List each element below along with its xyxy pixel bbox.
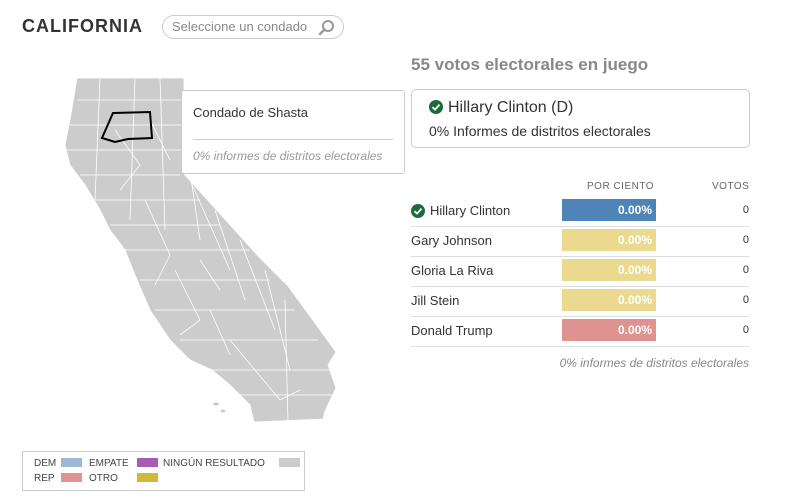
winner-name: Hillary Clinton (D) [448, 99, 574, 116]
column-header-percent: POR CIENTO [587, 181, 655, 192]
legend-rep-label: REP [34, 473, 55, 484]
percent-bar: 0.00% [562, 319, 656, 341]
legend-none-label: NINGÚN RESULTADO [163, 458, 265, 469]
channel-island-2 [220, 409, 226, 413]
percent-bar: 0.00% [562, 199, 656, 221]
county-search[interactable] [162, 15, 344, 39]
percent-bar: 0.00% [562, 259, 656, 281]
table-footer-reporting: 0% informes de distritos electorales [559, 356, 749, 370]
candidate-row: Donald Trump 0.00% 0 [411, 316, 749, 347]
votes-value: 0 [742, 294, 749, 306]
percent-value: 0.00% [617, 233, 652, 247]
candidate-row: Gary Johnson 0.00% 0 [411, 226, 749, 257]
legend-tie-swatch [137, 458, 158, 467]
county-tooltip: Condado de Shasta 0% informes de distrit… [181, 90, 405, 174]
tooltip-county-name: Condado de Shasta [193, 105, 308, 120]
candidate-name: Gloria La Riva [411, 263, 494, 278]
legend-other-label: OTRO [89, 473, 118, 484]
map-legend: DEM EMPATE NINGÚN RESULTADO REP OTRO [22, 451, 305, 491]
electoral-votes-heading: 55 votos electorales en juego [411, 55, 649, 74]
county-search-input[interactable] [172, 19, 312, 34]
candidate-name: Hillary Clinton [430, 203, 511, 218]
votes-value: 0 [742, 234, 749, 246]
candidate-name: Jill Stein [411, 293, 460, 308]
check-icon [411, 204, 425, 223]
votes-value: 0 [742, 324, 749, 336]
legend-none-swatch [279, 458, 300, 467]
votes-value: 0 [742, 204, 749, 216]
legend-tie-label: EMPATE [89, 458, 129, 469]
column-header-votes: VOTOS [712, 181, 750, 192]
shasta-county[interactable] [100, 110, 154, 144]
winner-reporting: 0% Informes de distritos electorales [429, 123, 651, 139]
legend-dem-label: DEM [34, 458, 57, 469]
winner-box: Hillary Clinton (D) 0% Informes de distr… [411, 89, 750, 148]
percent-value: 0.00% [617, 293, 652, 307]
channel-island-1 [213, 402, 219, 406]
check-icon [429, 100, 443, 119]
percent-bar: 0.00% [562, 229, 656, 251]
legend-dem-swatch [61, 458, 82, 467]
legend-rep-swatch [61, 473, 82, 482]
votes-value: 0 [742, 264, 749, 276]
state-title: CALIFORNIA [22, 16, 143, 36]
percent-bar: 0.00% [562, 289, 656, 311]
candidate-row: Hillary Clinton 0.00% 0 [411, 196, 749, 227]
percent-value: 0.00% [617, 263, 652, 277]
magnifier-icon[interactable] [318, 19, 335, 41]
california-map[interactable] [40, 70, 350, 425]
candidate-row: Jill Stein 0.00% 0 [411, 286, 749, 317]
candidate-name: Donald Trump [411, 323, 493, 338]
tooltip-divider [193, 139, 393, 140]
candidate-name: Gary Johnson [411, 233, 492, 248]
candidate-row: Gloria La Riva 0.00% 0 [411, 256, 749, 287]
percent-value: 0.00% [617, 203, 652, 217]
tooltip-reporting: 0% informes de distritos electorales [193, 149, 383, 163]
legend-other-swatch [137, 473, 158, 482]
percent-value: 0.00% [617, 323, 652, 337]
